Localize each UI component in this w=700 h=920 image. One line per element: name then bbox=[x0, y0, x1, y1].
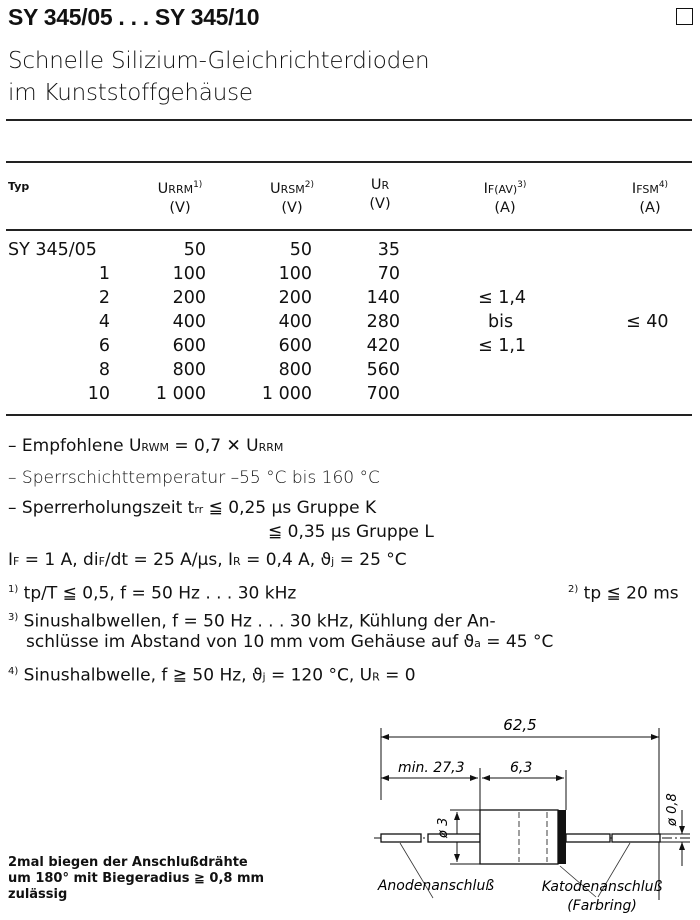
table-row: 8 800 800 560 bbox=[0, 358, 700, 382]
col-header-urrm: URRM1) (V) bbox=[157, 180, 203, 216]
cathode-sublabel: (Farbring) bbox=[567, 898, 637, 914]
cell-typ: 6 bbox=[98, 336, 110, 356]
cell-typ: 10 bbox=[87, 384, 110, 404]
lead-diameter-label: ø 0,8 bbox=[665, 793, 680, 827]
col-header-ur: UR (V) bbox=[369, 177, 391, 212]
diode-body bbox=[479, 809, 559, 865]
note-urwm: – Empfohlene URWM = 0,7 ✕ URRM bbox=[8, 436, 284, 456]
footnote-2: 2) tp ≦ 20 ms bbox=[568, 583, 679, 604]
footnote-4: 4) Sinushalbwelle, f ≧ 50 Hz, ϑj = 120 °… bbox=[8, 665, 416, 686]
anode-label: Anodenanschluß bbox=[377, 878, 494, 894]
footnote-3: 3) Sinushalbwellen, f = 50 Hz . . . 30 k… bbox=[8, 611, 496, 632]
body-length-label: 6,3 bbox=[510, 760, 532, 776]
cell-ur: 560 bbox=[366, 360, 400, 380]
divider bbox=[6, 119, 692, 121]
cell-urrm: 200 bbox=[172, 288, 206, 308]
cell-ur: 700 bbox=[366, 384, 400, 404]
cell-typ: 1 bbox=[98, 264, 110, 284]
cell-urrm: 1 000 bbox=[155, 384, 206, 404]
footnote-1: 1) tp/T ≦ 0,5, f = 50 Hz . . . 30 kHz bbox=[8, 583, 297, 604]
cell-urrm: 400 bbox=[172, 312, 206, 332]
table-row: SY 345/05 50 50 35 bbox=[0, 238, 700, 262]
cell-ur: 420 bbox=[366, 336, 400, 356]
body-diameter-label: ø 3 bbox=[436, 818, 451, 839]
note-conditions: IF = 1 A, diF/dt = 25 A/µs, IR = 0,4 A, … bbox=[8, 550, 407, 570]
cell-urrm: 100 bbox=[172, 264, 206, 284]
cell-ursm: 1 000 bbox=[261, 384, 312, 404]
document-title: SY 345/05 . . . SY 345/10 bbox=[8, 4, 260, 30]
table-row: 2 200 200 140 bbox=[0, 286, 700, 310]
ifav-value: ≤ 1,4 bis ≤ 1,1 bbox=[478, 288, 527, 356]
divider bbox=[6, 229, 692, 231]
cell-ursm: 50 bbox=[289, 240, 312, 260]
table-row: 6 600 600 420 bbox=[0, 334, 700, 358]
anode-lead bbox=[380, 833, 422, 843]
cell-urrm: 600 bbox=[172, 336, 206, 356]
table-row: 4 400 400 280 bbox=[0, 310, 700, 334]
note-recovery-time: – Sperrerholungszeit trr ≦ 0,25 µs Grupp… bbox=[8, 498, 377, 518]
note-recovery-time-l: ≦ 0,35 µs Gruppe L bbox=[268, 522, 434, 542]
subtitle-line-2: im Kunststoffgehäuse bbox=[8, 80, 253, 106]
cell-ursm: 800 bbox=[278, 360, 312, 380]
total-length-label: 62,5 bbox=[503, 716, 536, 734]
cathode-lead bbox=[565, 833, 611, 843]
cell-typ: SY 345/05 bbox=[8, 240, 97, 260]
note-temperature: – Sperrschichttemperatur –55 °C bis 160 … bbox=[8, 468, 380, 488]
cell-typ: 4 bbox=[98, 312, 110, 332]
cell-ur: 70 bbox=[377, 264, 400, 284]
cell-ur: 280 bbox=[366, 312, 400, 332]
cell-urrm: 50 bbox=[183, 240, 206, 260]
footnote-3-cont: schlüsse im Abstand von 10 mm vom Gehäus… bbox=[26, 632, 554, 652]
cathode-label: Katodenanschluß bbox=[542, 879, 663, 895]
divider bbox=[6, 414, 692, 416]
table-row: 1 100 100 70 bbox=[0, 262, 700, 286]
col-header-ifav: IF(AV)3) (A) bbox=[483, 180, 527, 216]
lead-length-label: min. 27,3 bbox=[398, 760, 464, 776]
cell-urrm: 800 bbox=[172, 360, 206, 380]
ifsm-value: ≤ 40 bbox=[626, 312, 669, 332]
cathode-lead bbox=[611, 833, 661, 843]
cell-typ: 8 bbox=[98, 360, 110, 380]
cell-ursm: 400 bbox=[278, 312, 312, 332]
cell-typ: 2 bbox=[98, 288, 110, 308]
cell-ursm: 200 bbox=[278, 288, 312, 308]
col-header-typ: Typ bbox=[8, 180, 30, 193]
subtitle-line-1: Schnelle Silizium-Gleichrichterdioden bbox=[8, 48, 430, 74]
col-header-ifsm: IFSM4) (A) bbox=[631, 180, 669, 216]
checkbox[interactable] bbox=[676, 8, 693, 25]
cell-ur: 35 bbox=[377, 240, 400, 260]
cathode-color-ring bbox=[558, 810, 566, 864]
divider bbox=[6, 161, 692, 163]
col-header-ursm: URSM2) (V) bbox=[270, 180, 314, 216]
cell-ur: 140 bbox=[366, 288, 400, 308]
table-row: 10 1 000 1 000 700 bbox=[0, 382, 700, 406]
cell-ursm: 600 bbox=[278, 336, 312, 356]
cell-ursm: 100 bbox=[278, 264, 312, 284]
bending-note: 2mal biegen der Anschlußdrähte um 180° m… bbox=[8, 855, 265, 902]
